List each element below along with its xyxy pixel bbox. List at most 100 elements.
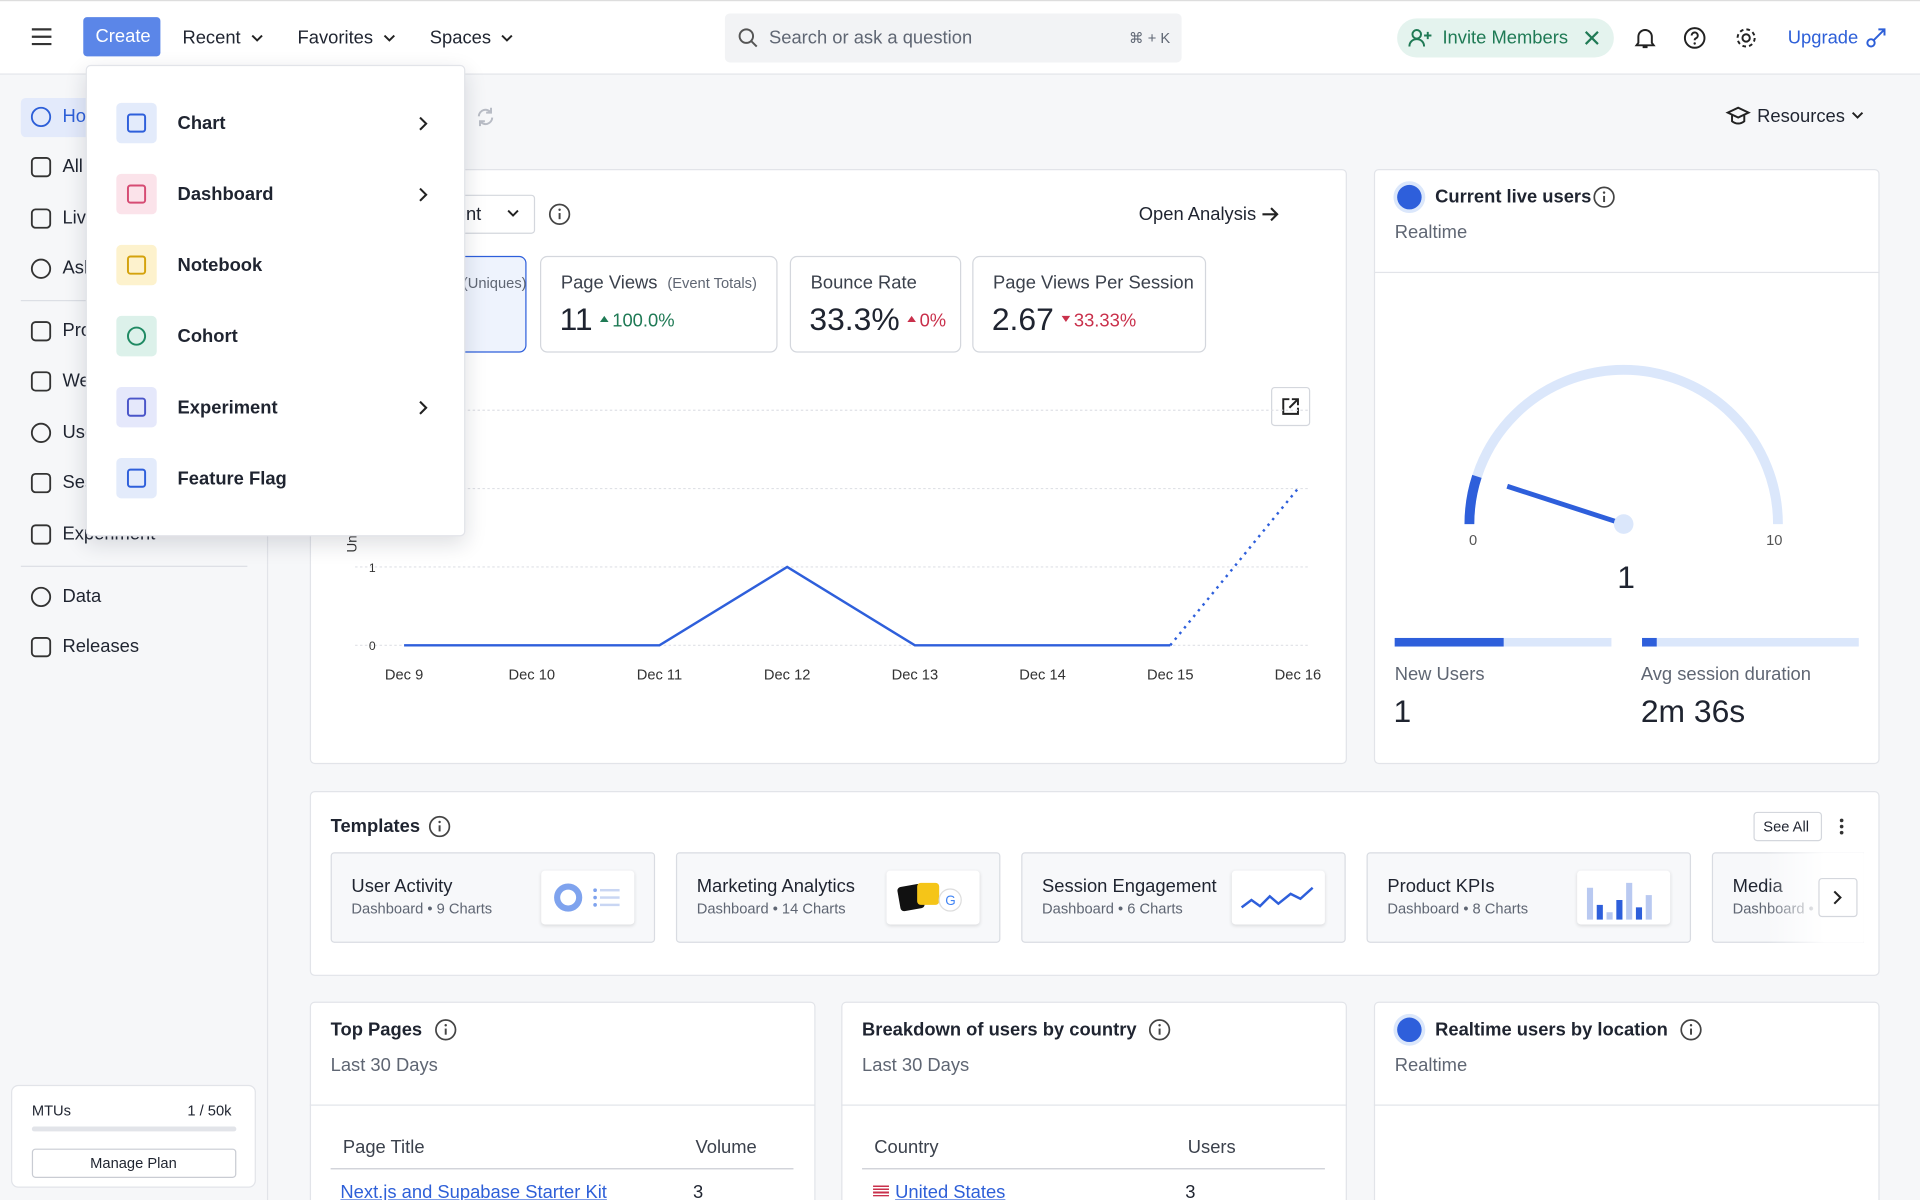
menu-label[interactable]: Dashboard (177, 184, 274, 206)
metric-card[interactable] (972, 255, 1207, 353)
stat-label: New Users (1394, 664, 1485, 686)
card-subtitle: Realtime (1394, 222, 1468, 244)
menu-icon-box (116, 457, 157, 499)
menu-label[interactable]: Cohort (177, 326, 238, 348)
metric-card[interactable] (540, 255, 778, 353)
metric-card[interactable] (789, 255, 962, 353)
thumbnail (1586, 882, 1652, 920)
manage-plan-button[interactable] (31, 1148, 237, 1178)
info-icon (1680, 1019, 1702, 1041)
manage-plan-label[interactable]: Manage Plan (90, 1154, 177, 1172)
invite-pill[interactable] (1397, 18, 1614, 58)
nav-menu[interactable]: Spaces (429, 27, 492, 49)
nav-menu[interactable]: Favorites (297, 27, 374, 49)
menu-label[interactable]: Chart (177, 113, 226, 135)
thumbnail: G (897, 882, 962, 912)
metric-note: (Event Totals) (667, 274, 757, 292)
thumb (593, 895, 597, 900)
nav-menu[interactable]: Recent (182, 27, 241, 49)
next-button[interactable] (1818, 877, 1858, 918)
menu-icon (126, 397, 147, 417)
settings-icon[interactable] (1735, 27, 1757, 49)
card-subtitle: Realtime (1394, 1054, 1468, 1076)
template-subtitle: Dashboard • 9 Charts (351, 900, 493, 918)
menu-label[interactable]: Experiment (177, 397, 278, 419)
menu-icon[interactable] (31, 27, 53, 47)
change-arrow (907, 315, 916, 323)
column-header: Page Title (342, 1136, 425, 1158)
thumb (1596, 904, 1603, 920)
menu-icon (126, 184, 147, 204)
metric-value: 33.3% (809, 300, 900, 338)
nav-item[interactable]: Data (62, 585, 102, 607)
search-box[interactable] (724, 13, 1182, 63)
template-title: Marketing Analytics (696, 876, 855, 897)
icon-shape (126, 468, 147, 488)
icon-shape (1148, 1019, 1171, 1041)
icon-shape (30, 472, 52, 494)
icon-shape (444, 1024, 447, 1027)
chevron (507, 209, 519, 217)
flag (873, 1185, 889, 1197)
metric-title: Bounce Rate (810, 272, 917, 294)
chevron-path (383, 34, 395, 42)
thumb (1626, 882, 1633, 920)
see-all-label[interactable]: See All (1763, 817, 1810, 836)
thumb (1606, 912, 1613, 920)
upgrade-link[interactable]: Upgrade (1787, 27, 1859, 49)
row-link[interactable]: Next.js and Supabase Starter Kit (340, 1182, 607, 1200)
thumb (1616, 900, 1623, 920)
see-all-button[interactable] (1753, 811, 1823, 842)
thumb (600, 888, 620, 892)
arrow-icon (1262, 207, 1279, 222)
icon-shape (30, 637, 52, 658)
help-icon[interactable] (1683, 27, 1706, 49)
icon-shape (30, 524, 52, 545)
icon-shape (1158, 1024, 1161, 1027)
metric-note: (Uniques) (462, 274, 527, 292)
card-title: Realtime users by location (1435, 1019, 1668, 1041)
thumbnail (554, 883, 620, 912)
open-analysis-link[interactable]: Open Analysis (1138, 203, 1257, 225)
close-icon[interactable] (1584, 31, 1599, 46)
change-arrow (600, 315, 609, 323)
column-header: Volume (695, 1136, 757, 1158)
nav-icon (30, 524, 52, 545)
icon-shape (30, 258, 52, 279)
thumb (1635, 907, 1643, 920)
widget-card (1373, 1001, 1880, 1200)
external-icon (1282, 398, 1299, 415)
refresh-icon[interactable] (475, 107, 496, 128)
info-icon[interactable] (428, 815, 451, 838)
chevron (383, 34, 395, 42)
stat-value: 1 (1393, 692, 1412, 730)
chevron (251, 34, 263, 42)
nav-icon (30, 586, 52, 608)
template-row: User Activity Dashboard • 9 Charts Marketi… (321, 845, 1864, 955)
stat-track (1642, 637, 1859, 647)
change-arrow (1061, 315, 1071, 323)
more-icon[interactable] (1839, 818, 1844, 835)
create-button[interactable] (83, 17, 161, 57)
chevron-path (501, 34, 513, 42)
bell-icon[interactable] (1634, 27, 1656, 49)
thumb (600, 896, 620, 899)
menu-label[interactable]: Feature Flag (177, 468, 287, 490)
template-subtitle: Dashboard • 14 Charts (696, 900, 846, 918)
menu-icon-box (116, 386, 157, 428)
info-icon[interactable] (548, 203, 571, 225)
divider (330, 1168, 794, 1170)
chevron-path (419, 116, 428, 131)
menu-icon-box (116, 102, 157, 144)
nav-item[interactable]: Releases (62, 636, 140, 657)
chevron-path (251, 34, 263, 42)
invite-label[interactable]: Invite Members (1442, 27, 1569, 49)
card-subtitle: Last 30 Days (862, 1054, 970, 1076)
row-link[interactable]: United States (895, 1182, 1006, 1200)
info-icon[interactable] (1593, 186, 1615, 208)
menu-label[interactable]: Notebook (177, 255, 263, 277)
arrow-shape (907, 315, 916, 323)
info-icon (1148, 1019, 1171, 1041)
resources-menu[interactable]: Resources (1757, 105, 1845, 127)
